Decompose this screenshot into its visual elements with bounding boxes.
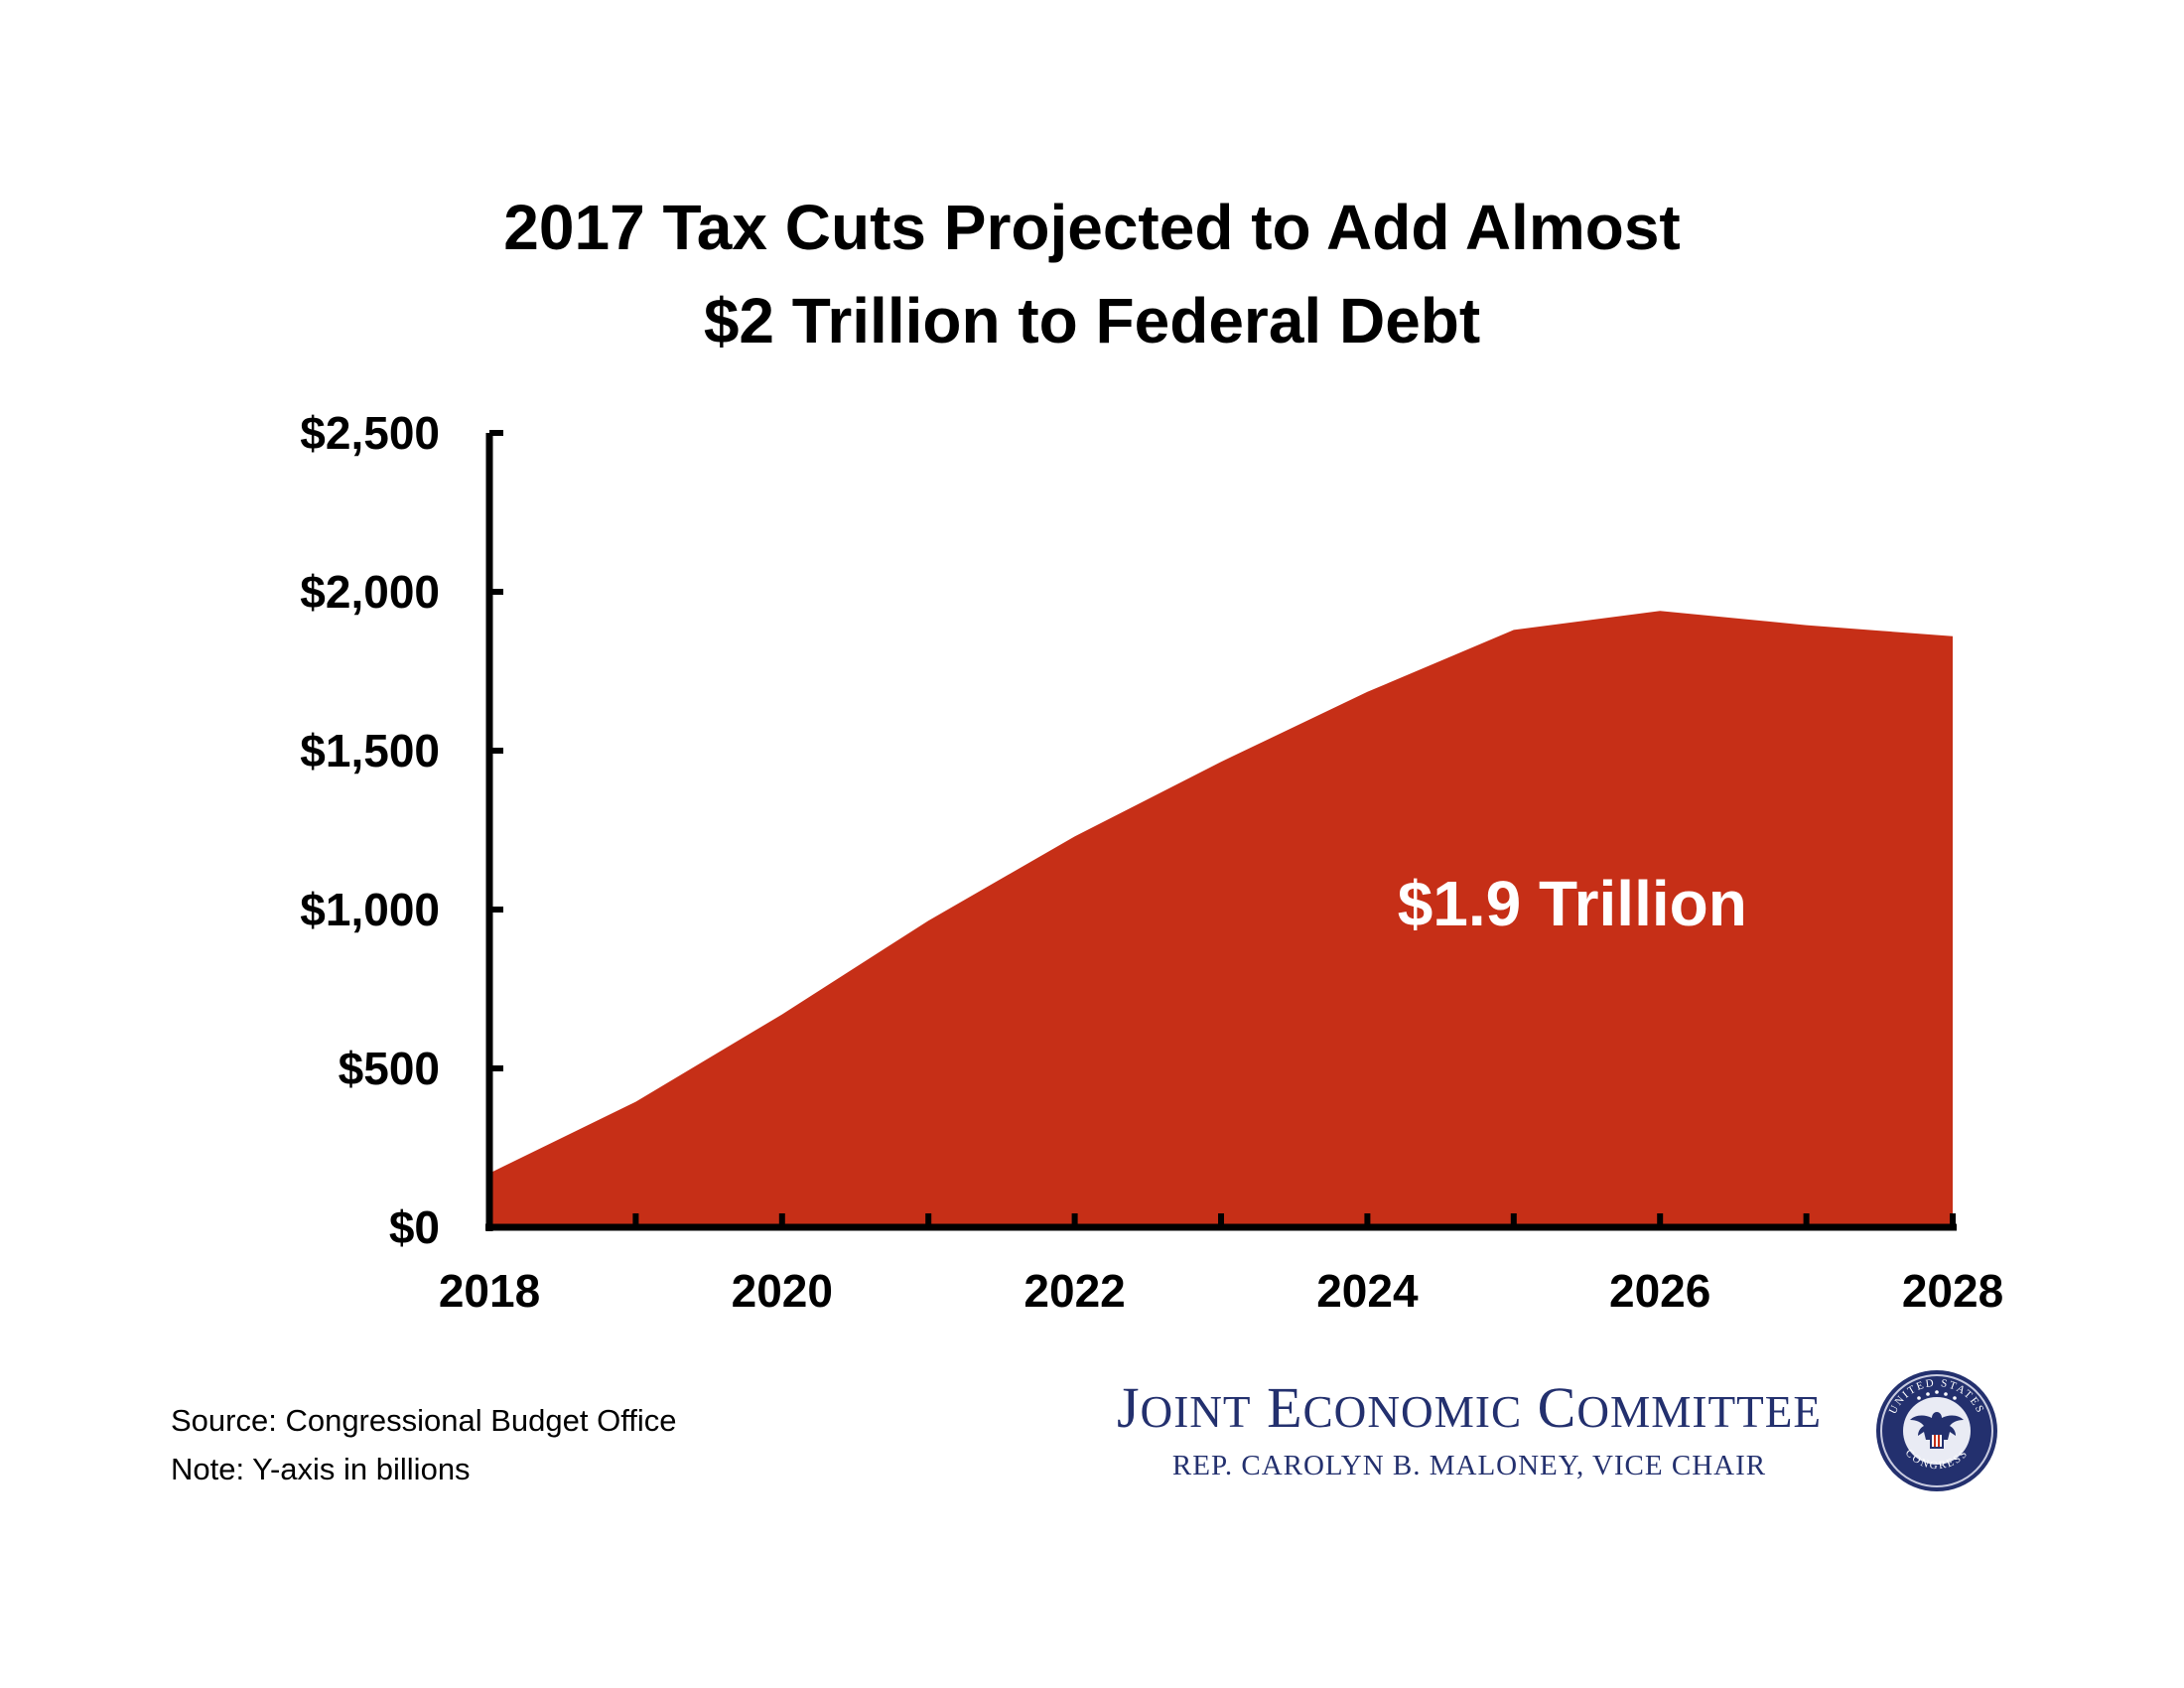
- chart-title-line-1: 2017 Tax Cuts Projected to Add Almost: [503, 192, 1681, 263]
- committee-name-initial: C: [1537, 1375, 1577, 1440]
- x-tick-label: 2018: [439, 1265, 540, 1317]
- y-tick-label: $2,000: [300, 566, 440, 618]
- chart-title: 2017 Tax Cuts Projected to Add Almost $2…: [0, 181, 2184, 367]
- jec-logo-text: JOINT ECONOMIC COMMITTEE REP. CAROLYN B.…: [1072, 1372, 1866, 1483]
- y-tick-label: $1,000: [300, 884, 440, 935]
- y-tick-label: $1,500: [300, 725, 440, 776]
- seal-stars: [1917, 1390, 1957, 1400]
- area-layer: [489, 611, 1953, 1227]
- committee-name-rest: CONOMIC: [1302, 1387, 1523, 1437]
- label-layer: $0 $500 $1,000 $1,500 $2,000 $2,500 2018 2020 20…: [300, 407, 2003, 1317]
- y-tick-label: $2,500: [300, 407, 440, 459]
- congress-seal-icon: UNITED STATES CONGRESS: [1876, 1370, 1997, 1491]
- x-tick-label: 2022: [1024, 1265, 1125, 1317]
- total-annotation: $1.9 Trillion: [1398, 868, 1747, 939]
- committee-name-rest: OMMITTEE: [1576, 1387, 1823, 1437]
- chart-notes: Source: Congressional Budget Office Note…: [171, 1396, 677, 1493]
- source-note: Source: Congressional Budget Office: [171, 1403, 677, 1438]
- x-tick-label: 2024: [1316, 1265, 1419, 1317]
- eagle-icon: [1910, 1412, 1964, 1449]
- committee-name-initial: J: [1116, 1375, 1141, 1440]
- committee-name-initial: E: [1267, 1375, 1303, 1440]
- committee-subtitle: REP. CAROLYN B. MALONEY, VICE CHAIR: [1171, 1450, 1767, 1481]
- x-tick-label: 2020: [732, 1265, 833, 1317]
- committee-name-rest: OINT: [1140, 1387, 1252, 1437]
- debt-area-fill: [489, 611, 1953, 1227]
- chart-title-line-2: $2 Trillion to Federal Debt: [703, 285, 1481, 356]
- committee-name: JOINT ECONOMIC COMMITTEE: [1072, 1372, 1866, 1448]
- x-tick-label: 2028: [1902, 1265, 2003, 1317]
- y-tick-label: $500: [339, 1043, 440, 1094]
- axis-layer: [485, 430, 1957, 1231]
- units-note: Note: Y-axis in billions: [171, 1452, 471, 1486]
- x-tick-label: 2026: [1609, 1265, 1710, 1317]
- y-tick-label: $0: [389, 1201, 440, 1253]
